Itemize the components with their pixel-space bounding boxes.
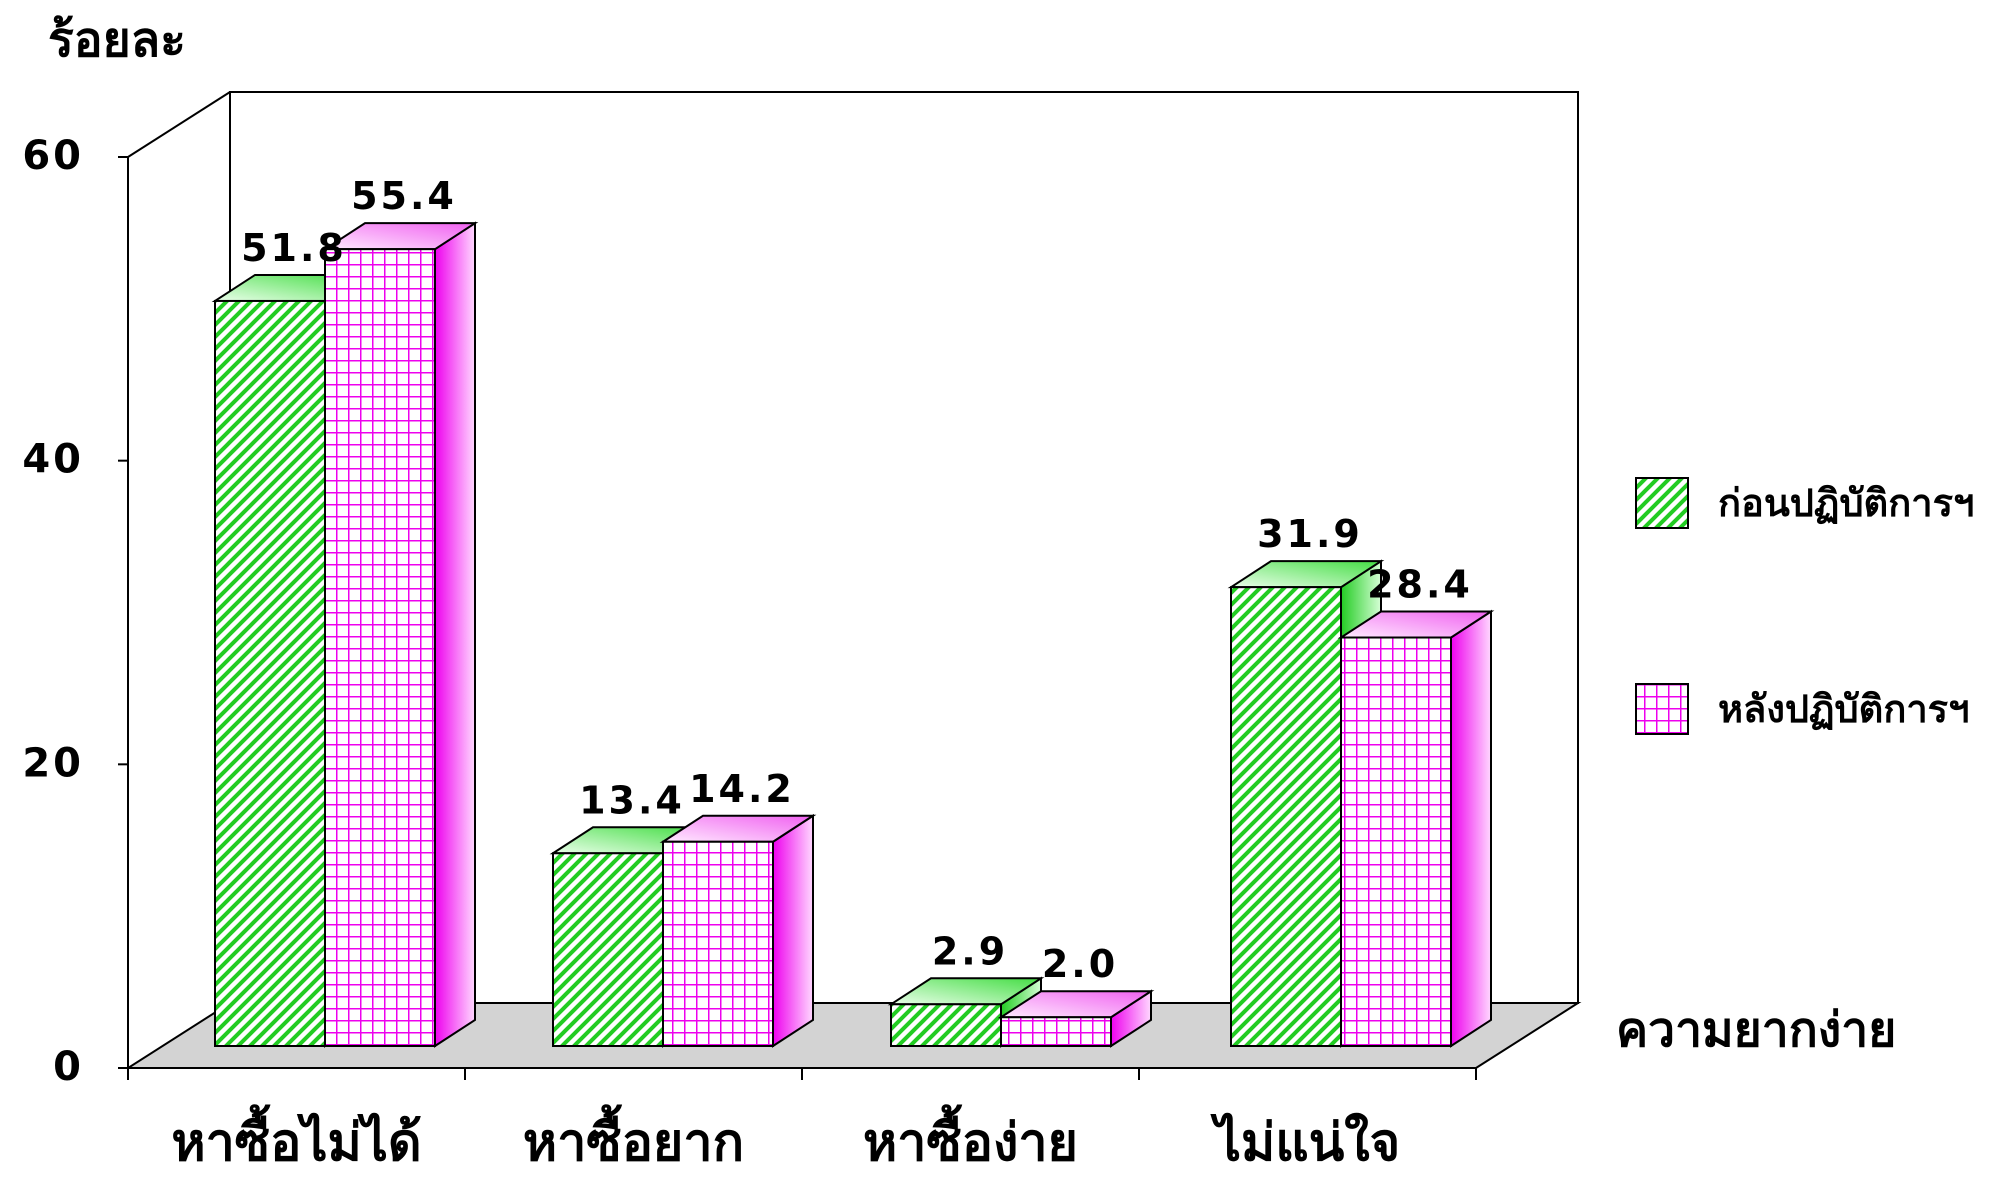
x-axis-title: ความยากง่าย	[1616, 1002, 1896, 1058]
y-axis-ticks: 0 20 40 60	[22, 133, 128, 1090]
data-label: 51.8	[241, 226, 347, 270]
legend-label: ก่อนปฏิบัติการฯ	[1718, 481, 1974, 525]
category-label: หาซื้อยาก	[523, 1104, 744, 1173]
category-labels: หาซื้อไม่ได้ หาซื้อยาก หาซื้อง่าย ไม่แน่ใจ	[171, 1104, 1400, 1173]
bar-front	[662, 840, 774, 1047]
bar	[321, 221, 479, 1048]
value-labels: 51.855.4 13.4 14.2 2.9 2.0 31.928.4	[241, 174, 1473, 986]
bar-side	[772, 813, 814, 1048]
data-label: 14.2	[689, 767, 795, 811]
legend-swatch	[1635, 683, 1689, 735]
bar-group	[1227, 559, 1495, 1048]
y-tick-label: 0	[53, 1044, 84, 1090]
y-axis-title: ร้อยละ	[48, 12, 186, 68]
legend-item: หลังปฏิบัติการฯ	[1635, 683, 1969, 735]
data-label: 13.4	[579, 778, 685, 822]
data-label: 28.4	[1367, 563, 1473, 607]
category-label: หาซื้อง่าย	[863, 1104, 1078, 1173]
data-label: 31.9	[1257, 512, 1363, 556]
bar-front	[1000, 1016, 1112, 1048]
legend-label: หลังปฏิบัติการฯ	[1718, 687, 1969, 731]
y-tick-label: 40	[22, 437, 84, 483]
x-axis-ticks	[127, 1068, 1477, 1080]
bar-group	[549, 813, 817, 1048]
data-label: 2.9	[932, 929, 1008, 973]
legend-swatch	[1635, 477, 1689, 529]
data-label: 2.0	[1042, 942, 1118, 986]
y-tick-label: 60	[22, 133, 84, 179]
legend-item: ก่อนปฏิบัติการฯ	[1635, 477, 1974, 529]
bar-front	[214, 299, 326, 1047]
y-tick-label: 20	[22, 740, 84, 786]
bar-group	[887, 976, 1155, 1048]
data-label: 55.4	[351, 174, 457, 218]
category-label: หาซื้อไม่ได้	[171, 1104, 421, 1173]
bar-front	[1340, 636, 1452, 1047]
bar-front	[324, 248, 436, 1047]
bar-side	[434, 221, 476, 1048]
bar-group	[211, 221, 479, 1048]
bar-side	[1450, 609, 1492, 1048]
chart-frame	[124, 91, 1582, 1069]
bar-front	[890, 1003, 1002, 1047]
category-label: ไม่แน่ใจ	[1210, 1112, 1400, 1173]
y-axis-depth-line	[127, 91, 231, 158]
bars	[211, 221, 1495, 1048]
bar	[1337, 609, 1495, 1048]
bar	[659, 813, 817, 1048]
bar-front	[552, 852, 664, 1047]
bar-front	[1230, 586, 1342, 1048]
bar	[997, 989, 1155, 1048]
